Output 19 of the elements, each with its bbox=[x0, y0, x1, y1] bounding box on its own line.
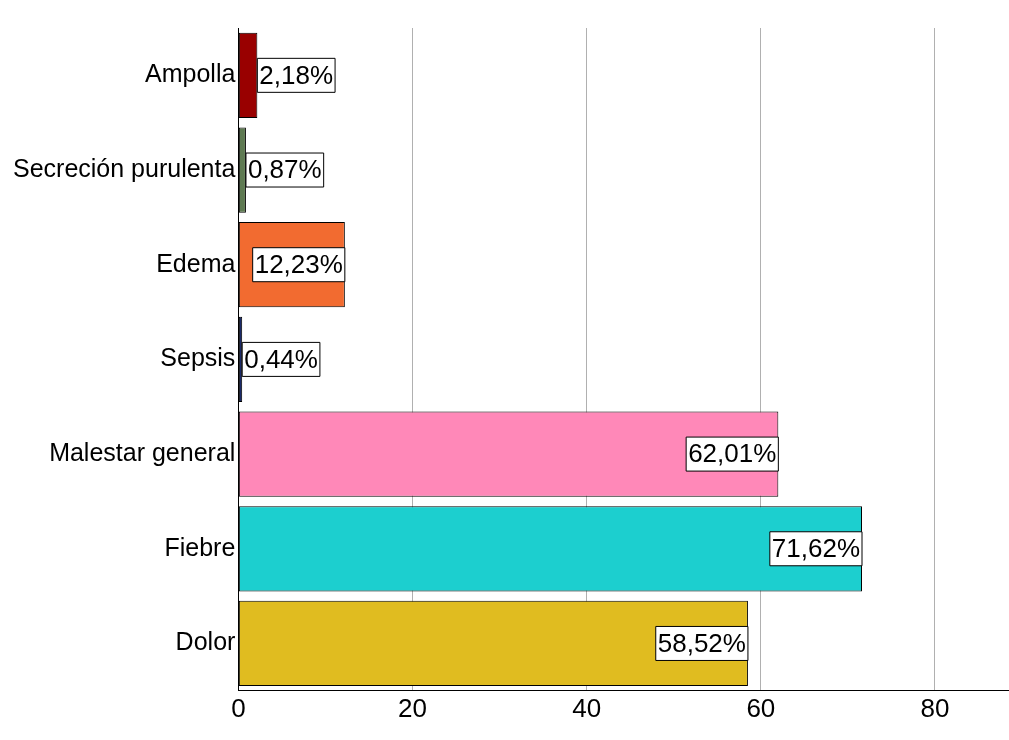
data-label: 0,44% bbox=[244, 343, 318, 374]
data-label: 58,52% bbox=[657, 627, 746, 658]
y-tick-label: Dolor bbox=[175, 627, 236, 656]
data-label: 71,62% bbox=[771, 532, 861, 563]
x-tick-label: 60 bbox=[746, 692, 776, 723]
y-tick-label: Edema bbox=[156, 248, 236, 277]
y-tick-label: Malestar general bbox=[49, 437, 236, 466]
y-tick-label: Fiebre bbox=[164, 532, 236, 561]
x-tick-label: 80 bbox=[920, 692, 950, 723]
y-tick-label: Secreción purulenta bbox=[12, 153, 236, 182]
x-tick-label: 0 bbox=[231, 692, 246, 723]
y-tick-label: Sepsis bbox=[160, 343, 236, 372]
y-tick-label: Ampolla bbox=[145, 59, 236, 88]
x-tick-label: 20 bbox=[398, 692, 427, 723]
data-label: 0,87% bbox=[247, 154, 322, 185]
data-label: 2,18% bbox=[259, 59, 334, 90]
x-tick-label: 40 bbox=[572, 692, 602, 723]
data-label: 62,01% bbox=[688, 438, 777, 469]
data-label: 12,23% bbox=[254, 248, 343, 279]
